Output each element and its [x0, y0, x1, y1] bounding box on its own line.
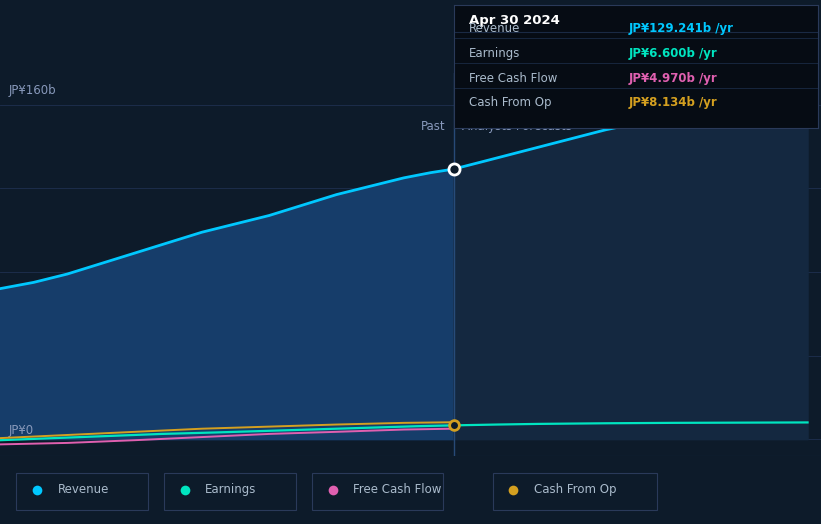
- Text: Analysts Forecasts: Analysts Forecasts: [461, 120, 571, 133]
- Text: Earnings: Earnings: [469, 47, 520, 60]
- Text: Apr 30 2024: Apr 30 2024: [469, 14, 559, 27]
- Text: JP¥4.970b /yr: JP¥4.970b /yr: [629, 72, 718, 85]
- Text: Past: Past: [420, 120, 445, 133]
- Text: JP¥0: JP¥0: [8, 424, 34, 437]
- Text: Free Cash Flow: Free Cash Flow: [469, 72, 557, 85]
- Text: Revenue: Revenue: [57, 484, 109, 496]
- Text: Free Cash Flow: Free Cash Flow: [353, 484, 442, 496]
- Text: Earnings: Earnings: [205, 484, 257, 496]
- Text: Cash From Op: Cash From Op: [469, 96, 551, 110]
- Text: JP¥160b: JP¥160b: [8, 84, 56, 97]
- Text: Revenue: Revenue: [469, 23, 520, 36]
- Text: JP¥129.241b /yr: JP¥129.241b /yr: [629, 23, 734, 36]
- Text: JP¥6.600b /yr: JP¥6.600b /yr: [629, 47, 718, 60]
- Text: Cash From Op: Cash From Op: [534, 484, 616, 496]
- Text: JP¥8.134b /yr: JP¥8.134b /yr: [629, 96, 718, 110]
